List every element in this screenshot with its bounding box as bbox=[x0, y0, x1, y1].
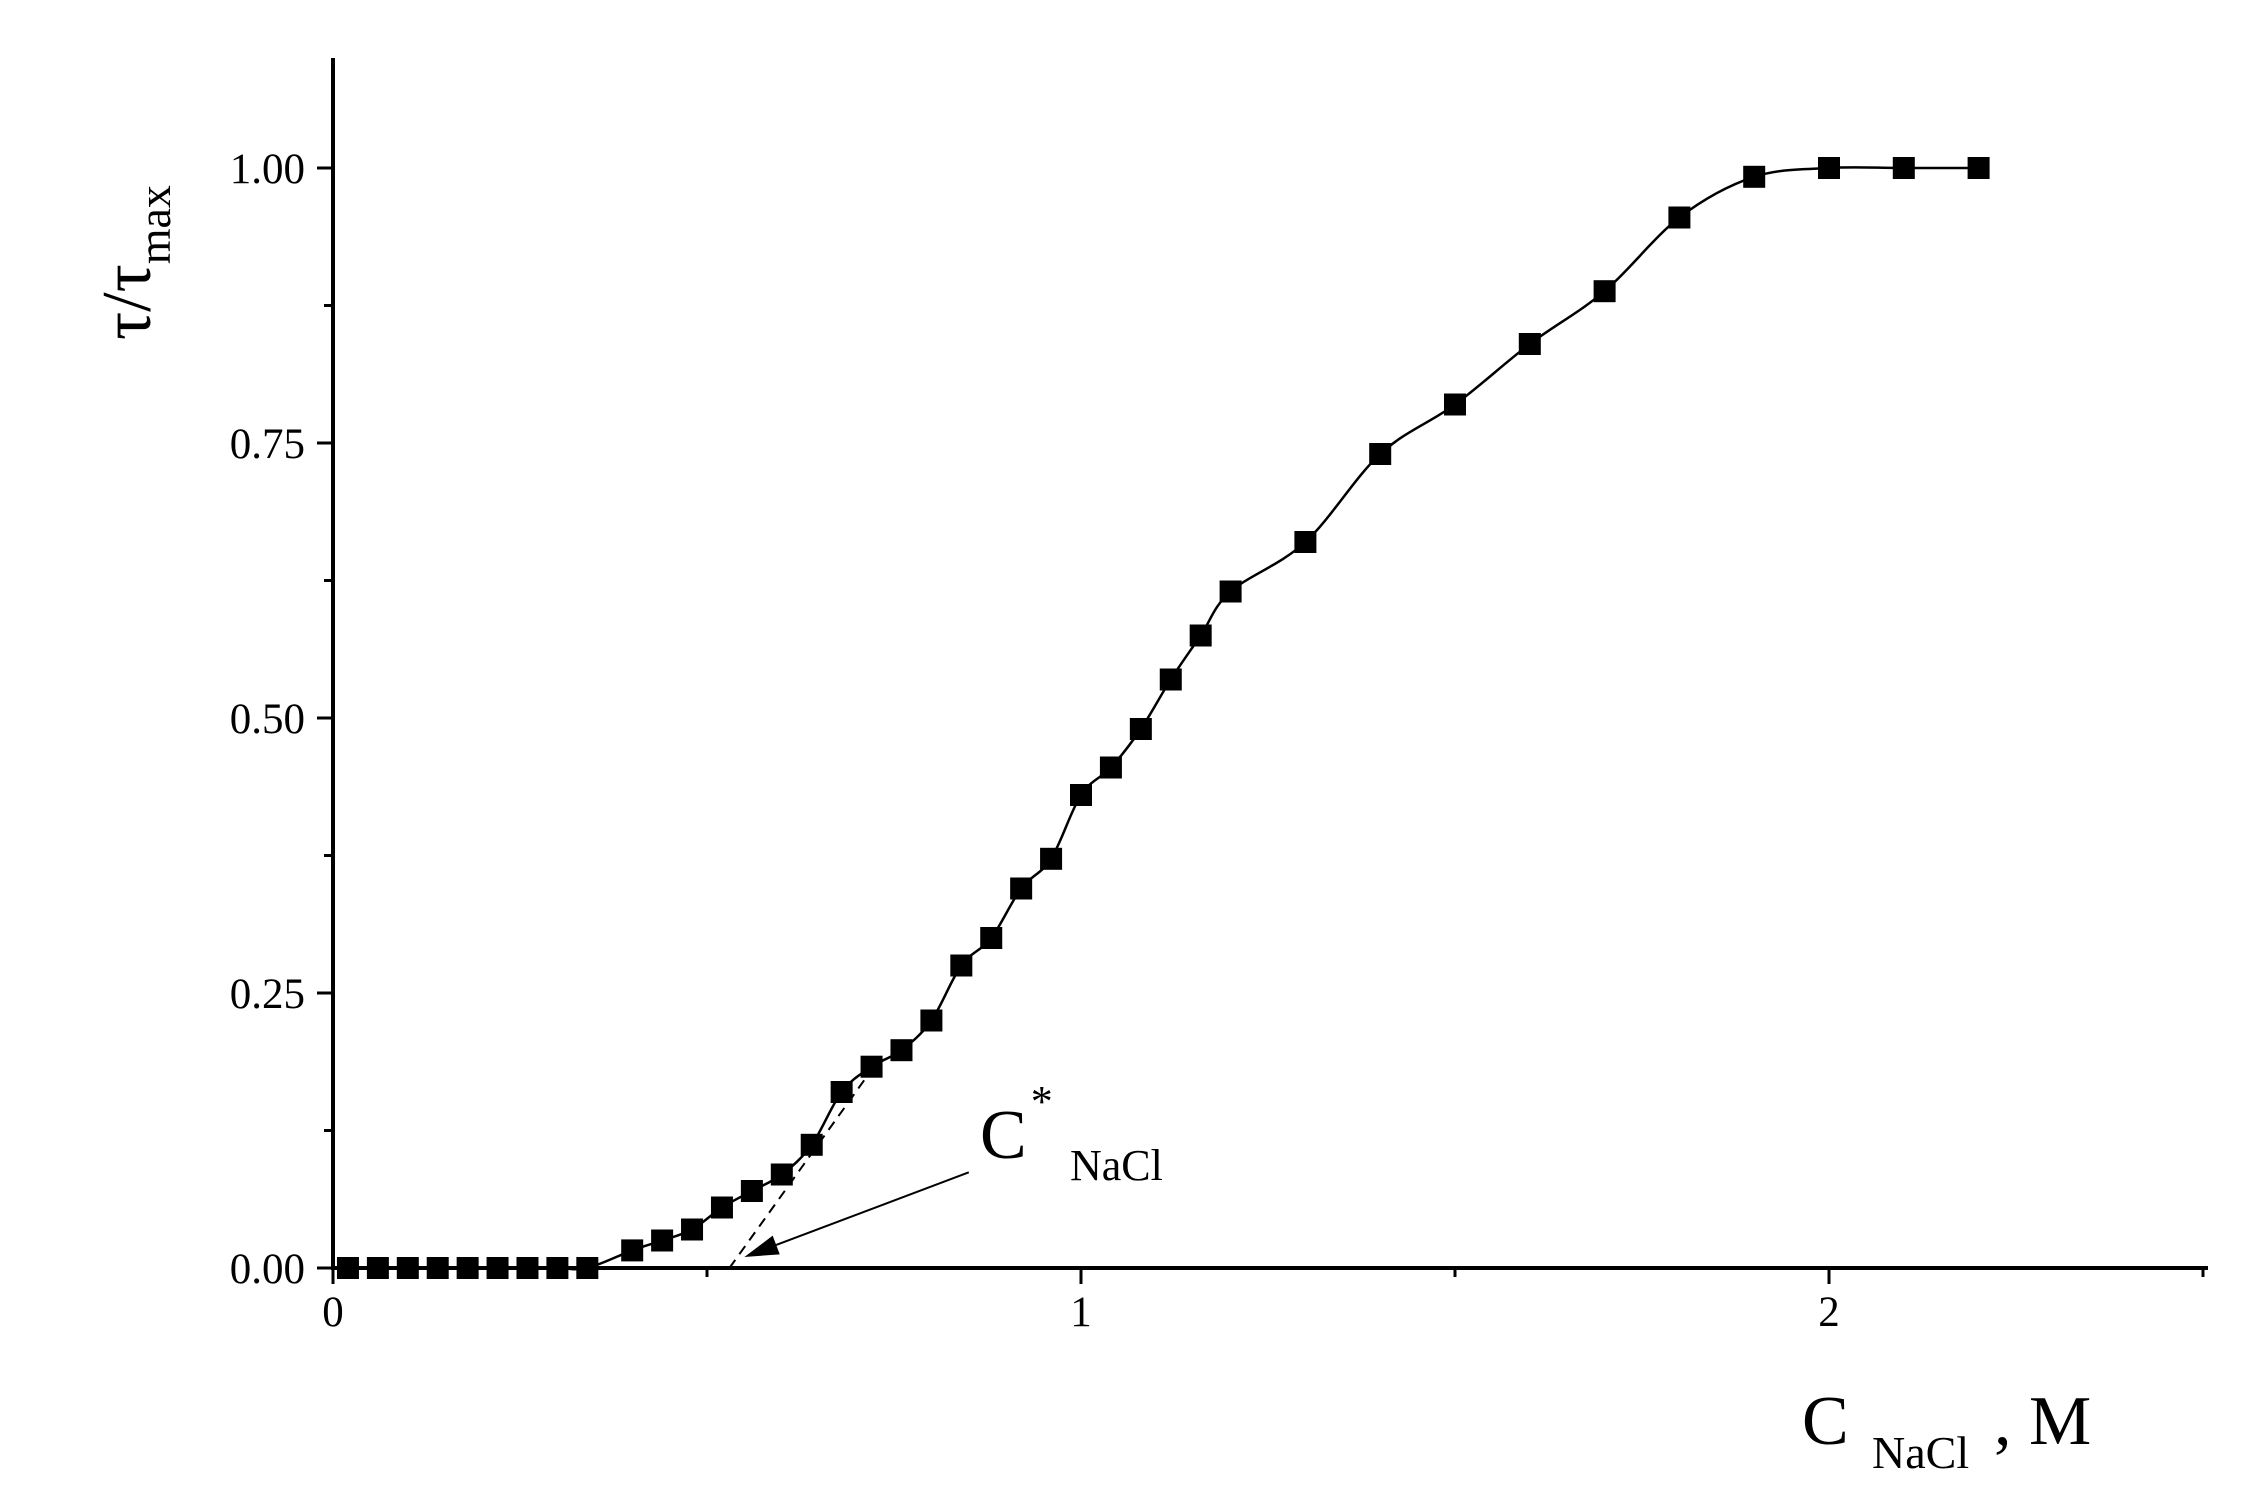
tangent-line bbox=[728, 1069, 873, 1269]
x-ticks: 0 1 2 bbox=[322, 1268, 2205, 1336]
data-point bbox=[366, 1257, 389, 1279]
data-point bbox=[486, 1257, 509, 1279]
annotation-main: C bbox=[980, 1097, 1027, 1174]
data-point bbox=[1010, 877, 1033, 900]
y-axis-label: τ/τmax bbox=[89, 185, 180, 340]
data-point bbox=[1040, 847, 1063, 870]
data-point bbox=[621, 1239, 644, 1262]
data-point bbox=[456, 1257, 479, 1279]
data-point bbox=[576, 1257, 599, 1279]
data-point bbox=[1189, 624, 1212, 647]
data-point bbox=[1099, 756, 1122, 779]
x-tick-label: 1 bbox=[1070, 1289, 1092, 1336]
y-tick-label: 1.00 bbox=[230, 146, 305, 193]
data-point bbox=[1743, 165, 1766, 188]
x-tick-label: 0 bbox=[322, 1289, 344, 1336]
svg-text:τ/τmax: τ/τmax bbox=[89, 185, 180, 340]
data-markers bbox=[336, 157, 1990, 1279]
data-point bbox=[830, 1081, 853, 1103]
data-point bbox=[1668, 206, 1691, 229]
data-point bbox=[426, 1257, 449, 1279]
annotation-arrow-line bbox=[775, 1171, 970, 1246]
data-point bbox=[890, 1039, 913, 1062]
data-point bbox=[1593, 280, 1616, 303]
y-tick-label: 0.75 bbox=[230, 421, 305, 468]
data-point bbox=[1219, 580, 1242, 603]
data-point bbox=[1967, 157, 1990, 179]
annotation-arrowhead bbox=[744, 1235, 780, 1257]
annotation-sup: * bbox=[1031, 1077, 1053, 1126]
x-label-sub: NaCl bbox=[1872, 1427, 1969, 1478]
data-point bbox=[516, 1257, 539, 1279]
data-point bbox=[396, 1257, 419, 1279]
y-label-sub: max bbox=[129, 185, 180, 264]
x-axis-label: C NaCl , M bbox=[1802, 1383, 2091, 1478]
y-tick-label: 0.50 bbox=[230, 696, 305, 743]
annotation-subscript: NaCl bbox=[1070, 1141, 1163, 1190]
data-point bbox=[740, 1180, 763, 1202]
data-point bbox=[1444, 393, 1466, 416]
data-point bbox=[546, 1257, 569, 1279]
y-ticks: 0.00 0.25 0.50 0.75 1.00 bbox=[230, 146, 333, 1293]
y-tick-label: 0.00 bbox=[230, 1246, 305, 1293]
data-point bbox=[920, 1009, 943, 1032]
data-point bbox=[1129, 718, 1152, 740]
x-tick-label: 2 bbox=[1818, 1289, 1840, 1336]
data-point bbox=[980, 927, 1003, 949]
x-label-suffix: , M bbox=[1994, 1383, 2091, 1460]
data-point bbox=[770, 1163, 793, 1186]
data-point bbox=[1369, 443, 1392, 465]
data-point bbox=[950, 954, 973, 977]
data-point bbox=[1818, 157, 1840, 179]
data-point bbox=[651, 1229, 674, 1252]
data-point bbox=[1294, 531, 1317, 553]
annotation-label: C * bbox=[980, 1077, 1053, 1174]
data-point bbox=[710, 1196, 733, 1219]
axes: 0 1 2 0.00 0.25 0.50 0.75 1.00 bbox=[230, 58, 2208, 1336]
x-label-main: C bbox=[1802, 1383, 1849, 1460]
data-point bbox=[1070, 784, 1092, 806]
data-point bbox=[1159, 668, 1182, 691]
y-label-main: τ/τ bbox=[89, 264, 166, 340]
data-point bbox=[681, 1218, 704, 1241]
c-star-annotation: C * NaCl bbox=[744, 1077, 1163, 1257]
data-point bbox=[800, 1133, 823, 1156]
data-point bbox=[336, 1257, 359, 1279]
y-tick-label: 0.25 bbox=[230, 971, 305, 1018]
data-point bbox=[1892, 157, 1915, 179]
data-point bbox=[1518, 333, 1541, 355]
data-point bbox=[860, 1055, 883, 1078]
